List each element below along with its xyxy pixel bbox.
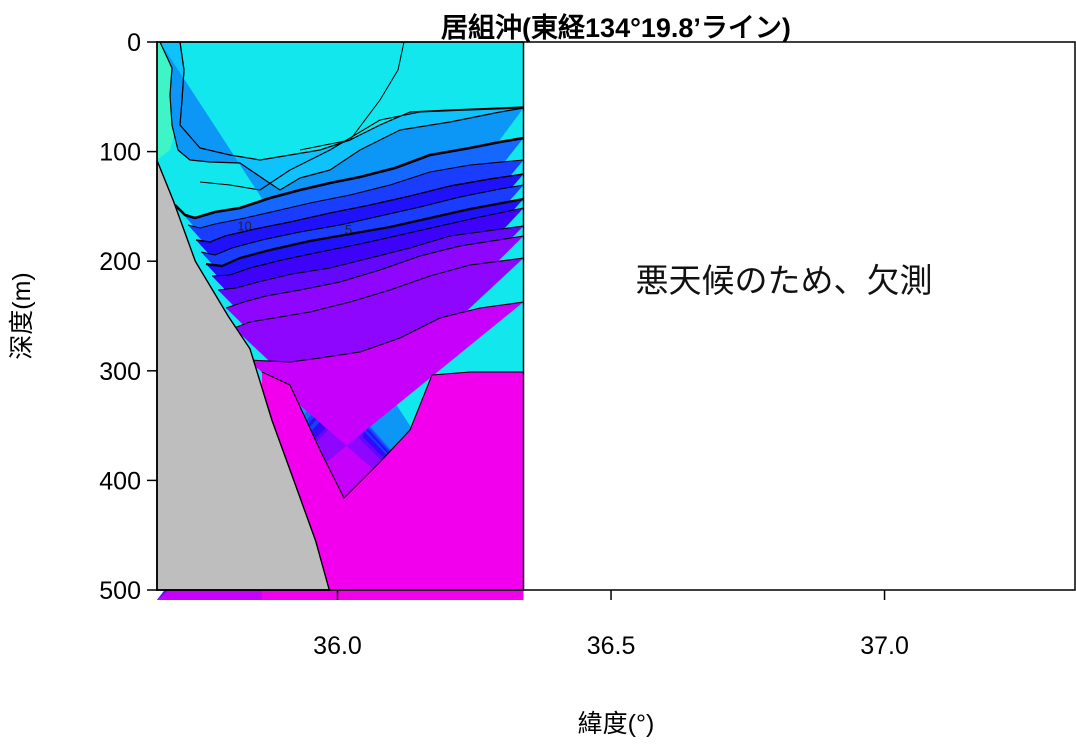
y-tick-label-1: 100 [99,139,141,167]
contour-mid-2 [195,173,524,243]
band-bottom [262,372,524,600]
x-tick-label-2: 37.0 [860,632,909,660]
contour-upper-2 [199,107,524,191]
x-tick-label-0: 36.0 [313,632,362,660]
contour-upper-3 [159,41,524,191]
contour-deep-4 [247,301,524,363]
contour-mid-1 [187,159,524,229]
missing-data-note: 悪天候のため、欠測 [636,261,933,300]
x-axis-label: 緯度(°) [578,710,655,738]
contour-label-1: 5 [345,222,352,237]
contour-deep-2 [225,235,524,309]
y-tick-label-0: 0 [127,29,141,57]
contour-left-edge [179,41,185,126]
contour-label-0: 10 [237,219,251,234]
contour-bottom [261,371,524,499]
y-tick-label-4: 400 [99,467,141,495]
axes-layer: 0 100 200 300 400 500 36.0 36.5 37.0 [99,29,1076,660]
contour-lines-layer: 10 5 [159,41,524,499]
contour-surface [299,41,405,151]
contour-mid-4 [211,207,524,277]
contour-mid-3 [200,184,524,256]
y-tick-label-5: 500 [99,577,141,605]
contour-5 [205,197,524,268]
contour-deep-3 [233,257,524,329]
contour-10 [174,136,524,220]
y-tick-label-3: 300 [99,358,141,386]
chart-title: 居組沖(東経134°19.8’ライン) [441,12,791,43]
plot-frame [156,41,1076,591]
y-axis-label: 深度(m) [8,272,36,359]
contour-deep-1 [217,225,524,291]
x-tick-label-1: 36.5 [587,632,636,660]
y-tick-label-2: 200 [99,248,141,276]
